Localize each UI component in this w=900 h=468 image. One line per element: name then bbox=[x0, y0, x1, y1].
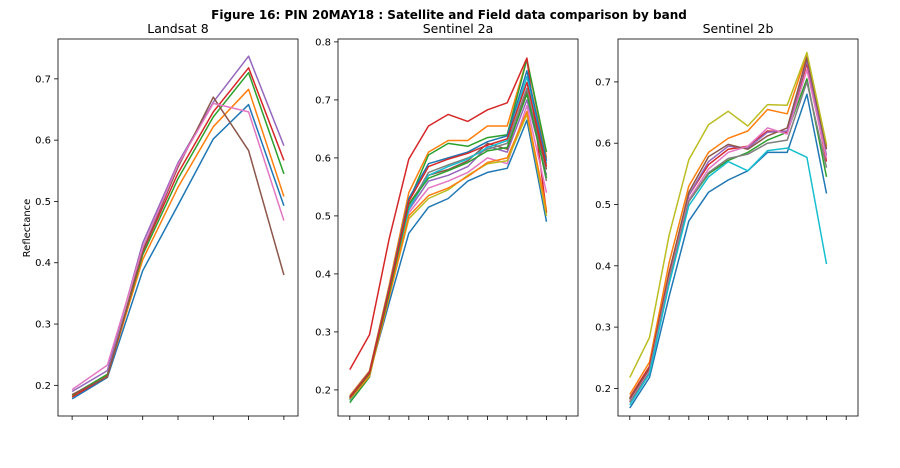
y-tick-label: 0.6 bbox=[595, 139, 611, 150]
panel-1: Landsat 8 0.2 0.3 0.4 0.5 0.6 0.7 bbox=[35, 21, 299, 420]
series-line-7 bbox=[349, 104, 548, 401]
series-line-9 bbox=[349, 113, 548, 400]
series-line-10 bbox=[629, 147, 828, 406]
series-line-4 bbox=[71, 67, 285, 398]
y-tick-label: 0.4 bbox=[315, 269, 331, 280]
y-tick-label: 0.6 bbox=[35, 136, 51, 147]
y-tick-label: 0.2 bbox=[315, 385, 331, 396]
series-line-4 bbox=[349, 57, 548, 370]
y-tick-label: 0.2 bbox=[595, 384, 611, 395]
y-tick-label: 0.3 bbox=[595, 323, 611, 334]
series-line-1 bbox=[71, 103, 285, 400]
series-line-9 bbox=[629, 51, 828, 378]
y-tick-label: 0.7 bbox=[35, 74, 51, 85]
series-line-2 bbox=[71, 88, 285, 398]
series-line-3 bbox=[629, 78, 828, 400]
y-tick-label: 0.7 bbox=[315, 95, 331, 106]
y-tick-label: 0.5 bbox=[595, 200, 611, 211]
y-tick-label: 0.3 bbox=[35, 320, 51, 331]
panel-3: Sentinel 2b 0.2 0.3 0.4 0.5 0.6 0.7 bbox=[595, 21, 859, 420]
y-tick-label: 0.2 bbox=[35, 381, 51, 392]
panel-title: Landsat 8 bbox=[147, 21, 209, 36]
y-tick-label: 0.7 bbox=[595, 77, 611, 88]
figure-title: Figure 16: PIN 20MAY18 : Satellite and F… bbox=[211, 8, 687, 22]
y-tick-label: 0.8 bbox=[315, 37, 331, 48]
series-line-5 bbox=[71, 55, 285, 393]
series-line-6 bbox=[629, 56, 828, 400]
y-tick-label: 0.5 bbox=[35, 197, 51, 208]
series-line-4 bbox=[629, 62, 828, 398]
y-tick-label: 0.4 bbox=[35, 258, 51, 269]
panel-title: Sentinel 2a bbox=[423, 21, 494, 36]
series-line-13 bbox=[349, 93, 548, 399]
series-line-2 bbox=[629, 53, 828, 395]
y-tick-label: 0.4 bbox=[595, 261, 611, 272]
plot-frame bbox=[337, 38, 579, 417]
series-line-1 bbox=[629, 93, 828, 409]
series-line-12 bbox=[349, 110, 548, 400]
chart-panels: Landsat 8 0.2 0.3 0.4 0.5 0.6 0.7 Sentinel 2a 0.… bbox=[35, 21, 859, 420]
panel-title: Sentinel 2b bbox=[703, 21, 774, 36]
series-line-6 bbox=[71, 96, 285, 396]
series-line-7 bbox=[629, 68, 828, 403]
plot-frame bbox=[57, 38, 299, 417]
y-axis-label: Reflectance bbox=[22, 199, 33, 258]
series-line-1 bbox=[349, 119, 548, 400]
y-tick-label: 0.6 bbox=[315, 153, 331, 164]
panel-2: Sentinel 2a 0.2 0.3 0.4 0.5 0.6 0.7 0.8 bbox=[315, 21, 579, 420]
y-tick-label: 0.3 bbox=[315, 327, 331, 338]
series-line-8 bbox=[629, 81, 828, 403]
series-line-7 bbox=[71, 102, 285, 391]
series-line-14 bbox=[349, 81, 548, 398]
plot-frame bbox=[617, 38, 859, 417]
y-tick-label: 0.5 bbox=[315, 211, 331, 222]
